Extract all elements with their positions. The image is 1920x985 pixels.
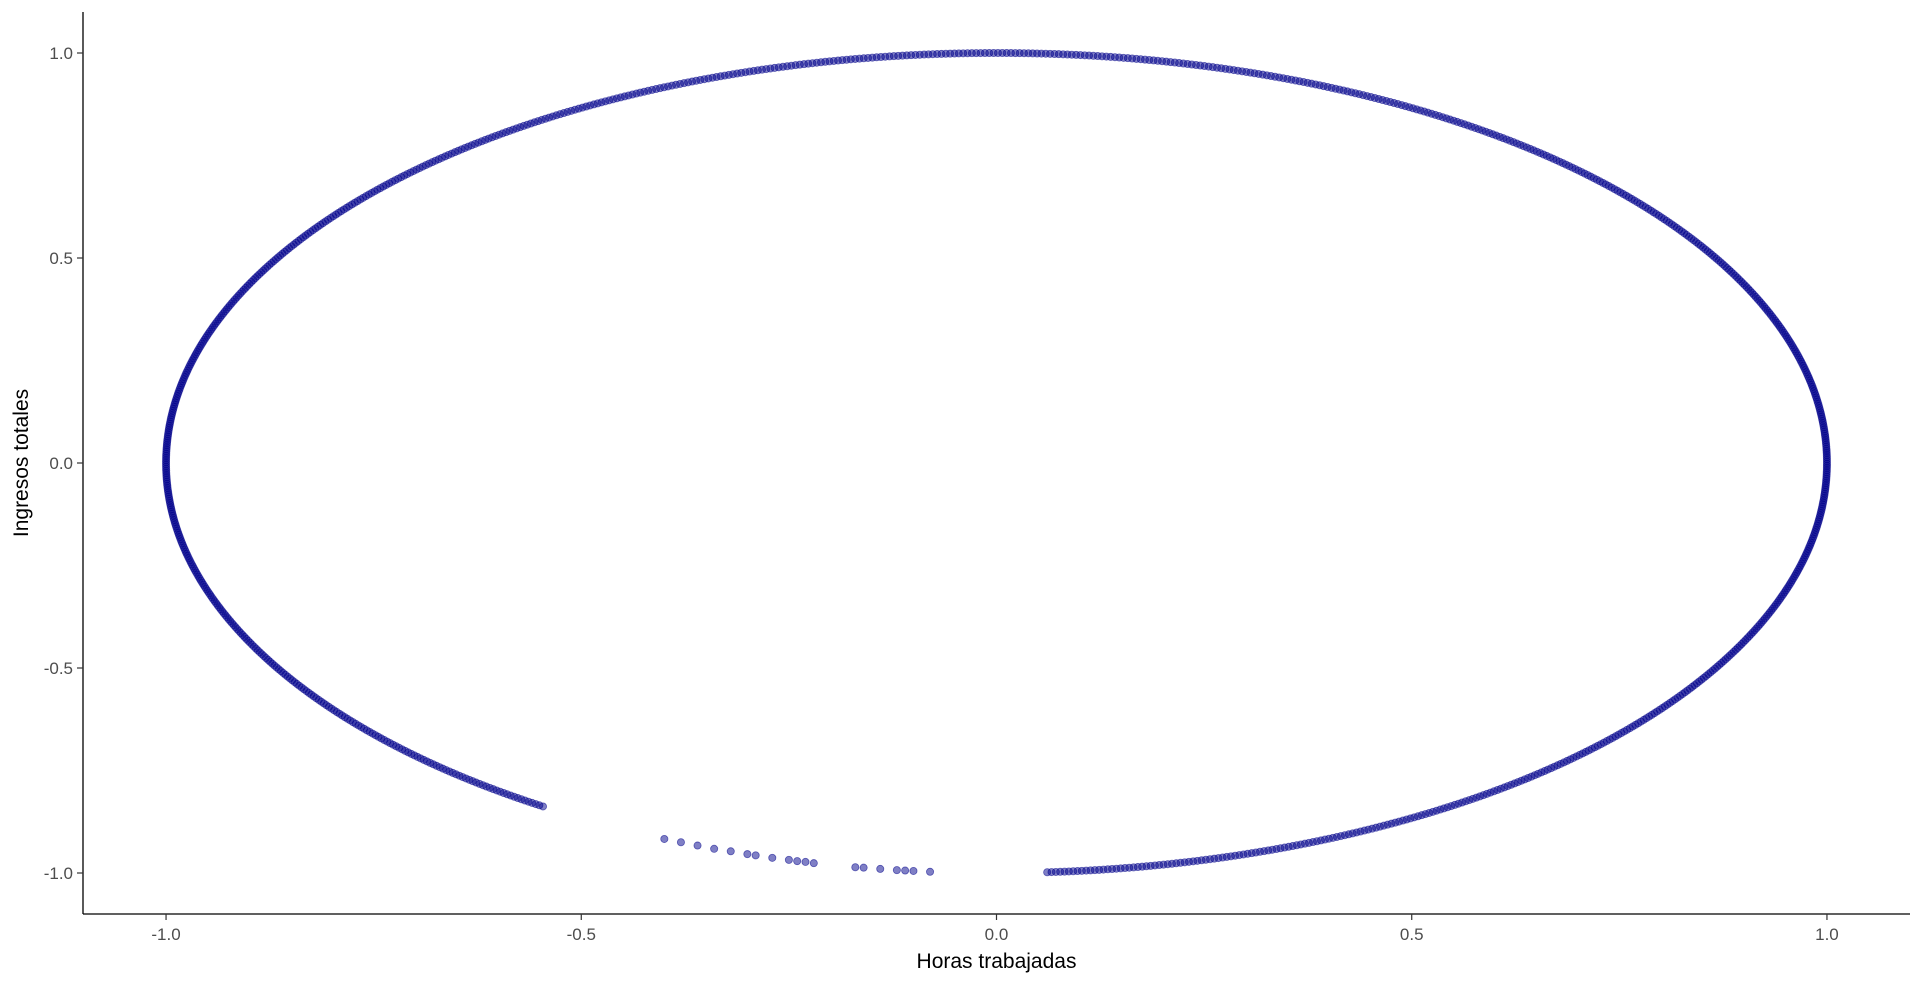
data-point — [676, 838, 685, 847]
data-point — [901, 866, 910, 875]
data-point — [793, 857, 802, 866]
x-tick-label: 1.0 — [1815, 925, 1839, 944]
data-point — [751, 851, 760, 860]
data-point — [710, 844, 719, 853]
x-tick-label: 0.5 — [1400, 925, 1424, 944]
data-point — [809, 859, 818, 868]
points-layer — [162, 49, 1831, 877]
x-axis-ticks: -1.0 -0.5 0.0 0.5 1.0 — [151, 914, 1839, 944]
data-point — [726, 847, 735, 856]
y-tick-label: 1.0 — [49, 44, 73, 63]
data-point — [801, 857, 810, 866]
x-tick-label: 0.0 — [985, 925, 1009, 944]
data-point — [909, 866, 918, 875]
data-point — [693, 841, 702, 850]
data-point — [784, 855, 793, 864]
data-point — [660, 834, 669, 843]
data-point — [538, 802, 547, 811]
y-axis-ticks: -1.0 -0.5 0.0 0.5 1.0 — [44, 44, 83, 883]
x-axis-title: Horas trabajadas — [917, 950, 1077, 973]
y-axis-title: Ingresos totales — [10, 389, 33, 537]
x-tick-label: -0.5 — [567, 925, 596, 944]
y-tick-label: -1.0 — [44, 864, 73, 883]
y-tick-label: 0.0 — [49, 454, 73, 473]
x-tick-label: -1.0 — [151, 925, 180, 944]
data-point — [743, 850, 752, 859]
data-point — [859, 863, 868, 872]
data-point — [926, 867, 935, 876]
data-point — [851, 863, 860, 872]
y-tick-label: -0.5 — [44, 659, 73, 678]
data-point — [768, 853, 777, 862]
data-point — [892, 866, 901, 875]
y-tick-label: 0.5 — [49, 249, 73, 268]
data-point — [876, 864, 885, 873]
